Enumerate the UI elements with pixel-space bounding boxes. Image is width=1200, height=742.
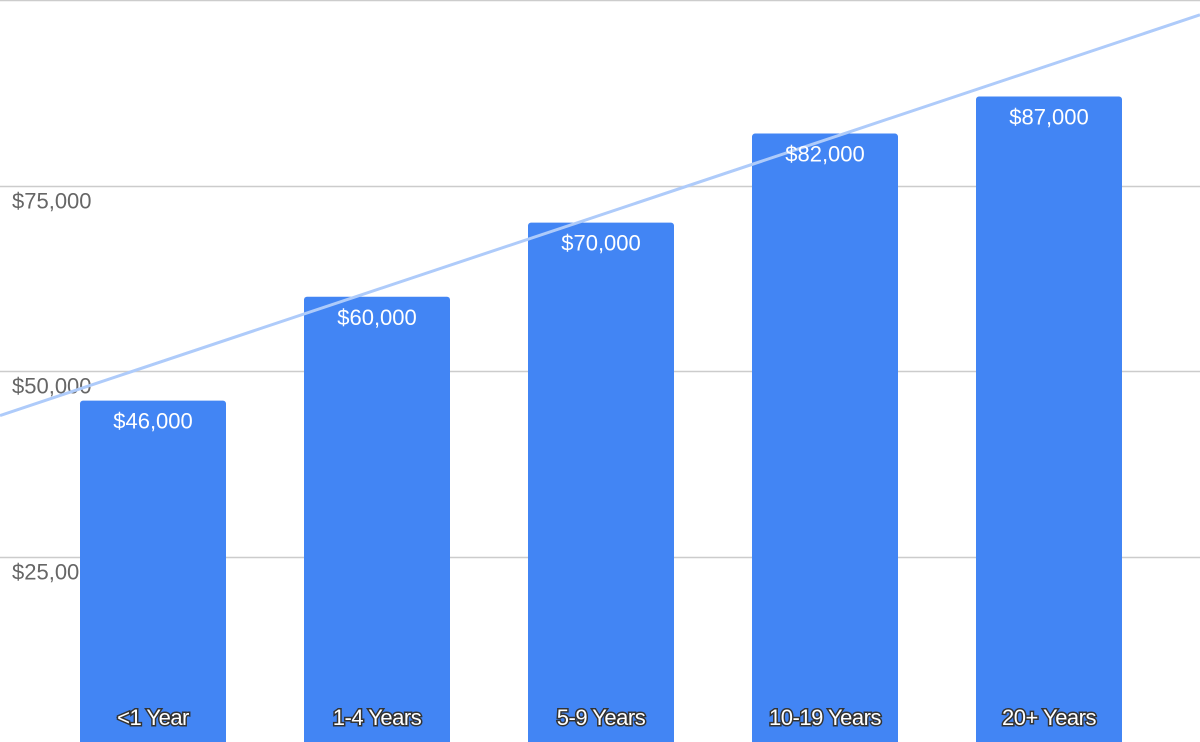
trendline-layer <box>0 13 1200 417</box>
y-tick-label: $75,000 <box>12 189 92 214</box>
bar <box>752 133 898 742</box>
bar-value-label: $87,000 <box>1009 104 1089 129</box>
bar-value-label: $82,000 <box>785 142 865 167</box>
bars <box>80 96 1122 742</box>
y-tick-label: $50,000 <box>12 374 92 399</box>
x-category-label: <1 Year <box>117 705 189 730</box>
bar-labels: $46,000 <1 Year $60,000 1-4 Years $70,000 5-9… <box>113 104 1098 731</box>
bar-value-label: $70,000 <box>561 231 641 256</box>
trendline <box>0 13 1200 417</box>
bar <box>528 222 674 742</box>
bar <box>80 400 226 742</box>
y-axis-ticks: $25,000 $50,000 $75,000 <box>12 189 92 585</box>
bar <box>304 296 450 742</box>
x-category-label: 20+ Years <box>1002 705 1096 730</box>
x-category-label: 1-4 Years <box>333 705 422 730</box>
y-tick-label: $25,000 <box>12 560 92 585</box>
bar-value-label: $46,000 <box>113 409 193 434</box>
x-category-label: 5-9 Years <box>557 705 646 730</box>
bar-value-label: $60,000 <box>337 305 417 330</box>
bar <box>976 96 1122 742</box>
x-category-label: 10-19 Years <box>769 705 881 730</box>
